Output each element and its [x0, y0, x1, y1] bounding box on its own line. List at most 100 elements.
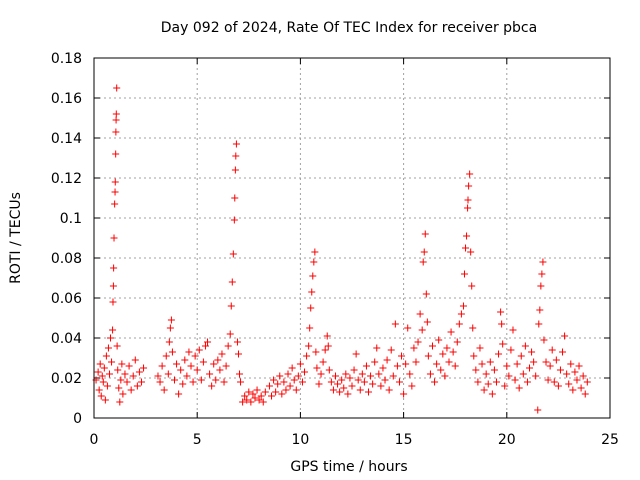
data-point	[511, 376, 519, 384]
data-point	[290, 376, 298, 384]
data-point	[247, 398, 255, 406]
data-point	[377, 382, 385, 390]
data-point	[112, 110, 120, 118]
data-point	[437, 366, 445, 374]
data-point	[131, 356, 139, 364]
data-point	[327, 378, 335, 386]
data-point	[428, 342, 436, 350]
x-tick-label: 15	[395, 432, 413, 448]
data-point	[135, 368, 143, 376]
y-tick-label: 0	[73, 411, 82, 427]
data-point	[412, 358, 420, 366]
data-point	[354, 376, 362, 384]
data-point	[577, 384, 585, 392]
data-point	[383, 356, 391, 364]
data-point	[112, 116, 120, 124]
data-point	[476, 344, 484, 352]
data-point	[490, 366, 498, 374]
data-point	[336, 388, 344, 396]
data-point	[125, 362, 133, 370]
x-tick-label: 20	[498, 432, 516, 448]
data-point	[470, 352, 478, 360]
chart-title: Day 092 of 2024, Rate Of TEC Index for r…	[161, 20, 537, 36]
data-point	[321, 346, 329, 354]
data-point	[544, 376, 552, 384]
data-point	[538, 270, 546, 278]
data-point	[503, 362, 511, 370]
data-point	[210, 360, 218, 368]
data-point	[187, 362, 195, 370]
data-point	[218, 350, 226, 358]
data-point	[220, 378, 228, 386]
data-point	[453, 338, 461, 346]
data-point	[133, 382, 141, 390]
data-point	[482, 370, 490, 378]
data-point	[331, 372, 339, 380]
data-point	[214, 356, 222, 364]
data-point	[97, 392, 105, 400]
data-point	[127, 386, 135, 394]
data-point	[465, 182, 473, 190]
data-point	[499, 340, 507, 348]
data-point	[435, 336, 443, 344]
data-point	[265, 382, 273, 390]
data-point	[367, 372, 375, 380]
data-point	[237, 378, 245, 386]
data-point	[389, 372, 397, 380]
data-point	[227, 302, 235, 310]
data-point	[167, 316, 175, 324]
y-axis-label: ROTI / TECUs	[8, 192, 24, 284]
data-point	[118, 360, 126, 368]
data-point	[421, 230, 429, 238]
data-point	[160, 386, 168, 394]
data-point	[459, 302, 467, 310]
data-point	[385, 386, 393, 394]
data-point	[239, 398, 247, 406]
data-point	[567, 360, 575, 368]
data-point	[449, 348, 457, 356]
data-point	[528, 348, 536, 356]
data-point	[509, 326, 517, 334]
data-point	[561, 332, 569, 340]
data-point	[423, 318, 431, 326]
data-point	[521, 342, 529, 350]
data-point	[162, 352, 170, 360]
data-point	[181, 356, 189, 364]
data-point	[371, 358, 379, 366]
data-point	[313, 364, 321, 372]
data-point	[208, 382, 216, 390]
data-point	[546, 362, 554, 370]
data-point	[395, 378, 403, 386]
data-point	[100, 364, 108, 372]
data-point	[179, 380, 187, 388]
data-point	[344, 390, 352, 398]
data-point	[554, 382, 562, 390]
data-point	[292, 386, 300, 394]
data-point	[117, 376, 125, 384]
data-point	[312, 348, 320, 356]
data-point	[581, 390, 589, 398]
data-point	[478, 360, 486, 368]
y-tick-label: 0.08	[51, 251, 82, 267]
data-point	[410, 344, 418, 352]
data-point	[111, 200, 119, 208]
data-point	[419, 258, 427, 266]
data-point	[497, 308, 505, 316]
data-point	[373, 344, 381, 352]
data-point	[195, 346, 203, 354]
data-point	[111, 178, 119, 186]
data-point	[253, 386, 261, 394]
data-point	[369, 380, 377, 388]
data-point	[488, 390, 496, 398]
data-point	[362, 362, 370, 370]
data-point	[114, 366, 122, 374]
data-point	[108, 358, 116, 366]
data-point	[103, 382, 111, 390]
data-point	[501, 382, 509, 390]
data-point	[272, 388, 280, 396]
data-point	[303, 352, 311, 360]
data-point	[306, 324, 314, 332]
data-point	[534, 406, 542, 414]
data-point	[301, 368, 309, 376]
data-point	[197, 376, 205, 384]
